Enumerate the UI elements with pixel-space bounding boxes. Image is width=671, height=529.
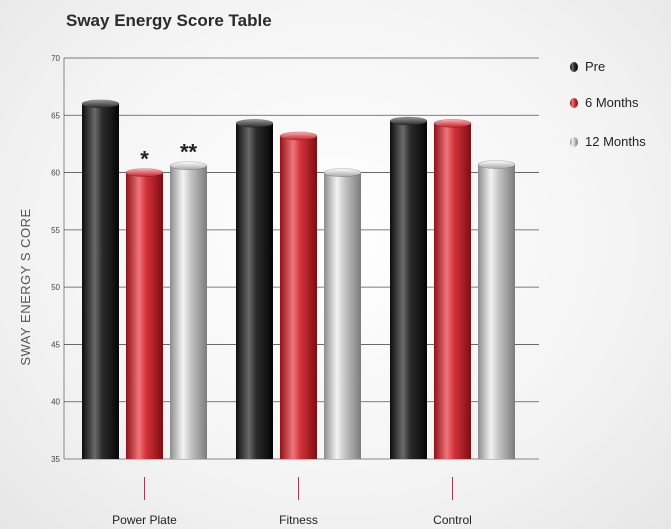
legend-label: Pre <box>585 59 605 74</box>
legend-swatch <box>570 98 578 108</box>
bar-12-months-control <box>478 164 515 459</box>
bar-cap <box>323 168 362 177</box>
bar-6-months-power-plate <box>126 172 163 460</box>
y-tick-label: 55 <box>51 226 60 235</box>
annotations: * ** <box>140 140 197 172</box>
bar-cap <box>81 99 120 109</box>
y-tick-label: 70 <box>51 54 60 63</box>
bar-cap <box>279 131 318 141</box>
category-markers <box>144 477 453 500</box>
bar-6-months-control <box>434 123 471 459</box>
category-label: Control <box>433 513 472 527</box>
bar-12-months-fitness <box>324 172 361 460</box>
bar-cap <box>389 116 428 126</box>
y-tick-labels: 35 40 45 50 55 60 65 70 <box>51 54 60 464</box>
category-labels: Power Plate Fitness Control <box>112 513 472 527</box>
y-tick-label: 65 <box>51 111 60 120</box>
legend-label: 12 Months <box>585 134 646 149</box>
bar-cap <box>125 168 164 177</box>
bar-12-months-power-plate <box>170 165 207 459</box>
y-axis-label: SWAY ENERGY S CORE <box>18 208 33 365</box>
bar-cap <box>477 160 516 169</box>
category-label: Power Plate <box>112 513 177 527</box>
y-tick-label: 50 <box>51 283 60 292</box>
y-tick-label: 60 <box>51 169 60 178</box>
significance-annotation: ** <box>180 140 198 165</box>
legend-swatch <box>570 137 578 147</box>
bar-cap <box>169 161 208 170</box>
category-label: Fitness <box>279 513 318 527</box>
bar-6-months-fitness <box>280 135 317 459</box>
y-tick-label: 45 <box>51 340 60 349</box>
bars <box>81 99 516 460</box>
bar-cap <box>235 119 274 128</box>
legend: Pre 6 Months 12 Months <box>570 59 646 149</box>
bar-pre-control <box>390 121 427 459</box>
bar-pre-power-plate <box>82 103 119 459</box>
chart-title: Sway Energy Score Table <box>66 11 272 30</box>
bar-pre-fitness <box>236 123 273 459</box>
legend-swatch <box>570 62 578 72</box>
bar-cap <box>433 119 472 128</box>
y-tick-label: 35 <box>51 455 60 464</box>
significance-annotation: * <box>140 147 149 172</box>
legend-label: 6 Months <box>585 95 639 110</box>
y-tick-label: 40 <box>51 398 60 407</box>
